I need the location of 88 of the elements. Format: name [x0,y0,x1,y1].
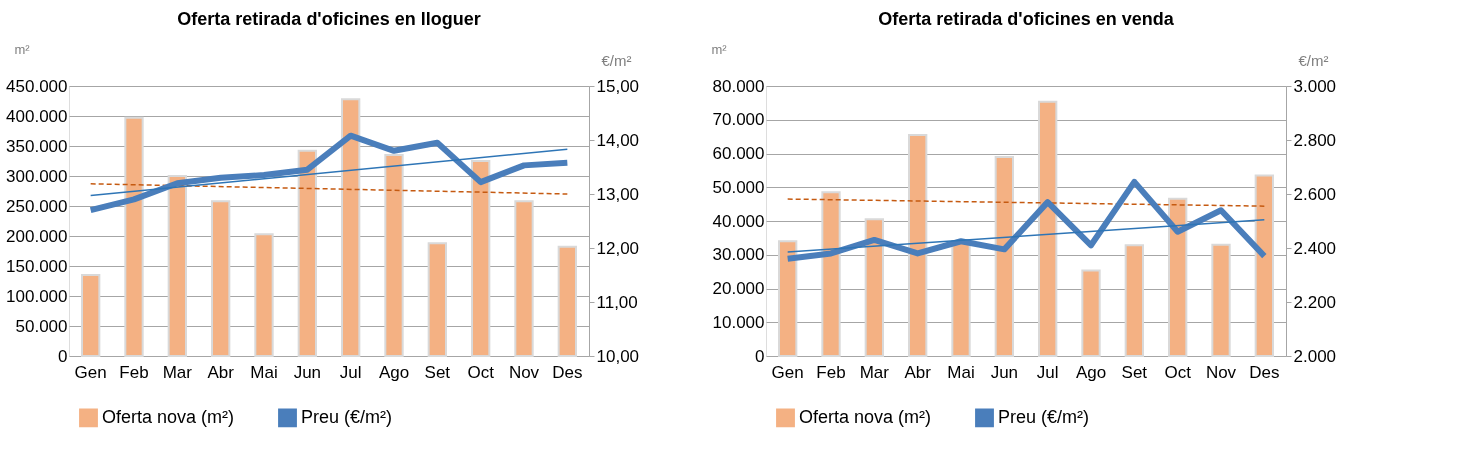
x-tick-label: Gen [771,362,804,382]
y2-tick-label: 2.400 [1293,238,1337,258]
y-tick-label: 100.000 [6,286,68,306]
y-tick-label: 50.000 [712,177,765,197]
bar [297,149,317,357]
chart-title: Oferta retirada d'oficines en venda [878,9,1175,29]
y-tick-label: 150.000 [6,256,68,276]
y-tick-label: 40.000 [712,211,765,231]
x-tick-label: Oct [467,362,495,382]
y2-tick-label: 13,00 [596,184,640,204]
bar [167,175,187,357]
y-axis-title: m² [711,41,728,57]
x-tick-label: Nov [508,362,540,382]
bar [341,98,361,357]
x-tick-label: Jul [339,362,362,382]
y2-tick-label: 14,00 [596,130,640,150]
y2-tick-label: 2.600 [1293,184,1337,204]
y-tick-label: 20.000 [712,279,765,298]
x-tick-label: Feb [816,362,846,382]
bar [81,274,101,357]
chart-title: Oferta retirada d'oficines en lloguer [177,9,481,29]
x-tick-label: Nov [1205,362,1237,382]
x-tick-label: Mai [947,362,975,382]
y2-tick-label: 15,00 [596,76,640,96]
y-tick-label: 30.000 [712,245,765,265]
y-tick-label: 400.000 [6,106,68,126]
bar [908,133,928,357]
x-tick-label: Abr [207,362,235,382]
legend-label: Preu (€/m²) [998,406,1090,427]
y2-tick-label: 2.200 [1293,292,1337,312]
bar [1211,243,1231,357]
x-tick-label: Ago [1075,362,1107,382]
x-tick-label: Des [552,362,583,382]
legend-label: Oferta nova (m²) [799,406,932,427]
y-tick-label: 10.000 [712,312,765,332]
bar [1124,244,1144,357]
bar [864,218,884,357]
x-tick-label: Des [1249,362,1280,382]
bar [427,242,447,357]
y-tick-label: 0 [755,346,765,366]
x-tick-label: Set [424,362,451,382]
y2-tick-label: 12,00 [596,238,640,258]
bar [1254,174,1274,357]
legend-label: Oferta nova (m²) [102,406,235,427]
bar [384,154,404,357]
y2-axis-title: €/m² [1298,51,1329,69]
x-tick-label: Mar [859,362,890,382]
x-tick-label: Jun [293,362,322,382]
bar [211,200,231,357]
y-axis-title: m² [14,41,31,57]
y-tick-label: 50.000 [15,316,68,336]
y2-tick-label: 2.000 [1293,346,1337,366]
x-tick-label: Oct [1164,362,1192,382]
bar [514,200,534,357]
x-tick-label: Gen [74,362,107,382]
x-tick-label: Ago [378,362,410,382]
x-tick-label: Jun [990,362,1019,382]
y-tick-label: 450.000 [6,76,68,96]
x-tick-label: Feb [119,362,149,382]
y-tick-label: 0 [58,346,68,366]
bar [1081,269,1101,357]
x-tick-label: Set [1121,362,1148,382]
y-tick-label: 70.000 [712,110,765,130]
bar [821,191,841,357]
y2-axis-title: €/m² [601,51,632,69]
legend-label: Preu (€/m²) [301,406,393,427]
x-tick-label: Mar [162,362,193,382]
y-tick-label: 80.000 [712,76,765,96]
bar [1038,100,1058,357]
bar [254,233,274,357]
x-tick-label: Mai [250,362,278,382]
bar [994,155,1014,357]
bar [471,160,491,357]
y-tick-label: 350.000 [6,136,68,156]
y-tick-label: 250.000 [6,196,68,216]
bar [124,116,144,357]
y2-tick-label: 10,00 [596,346,640,366]
y-tick-label: 300.000 [6,166,68,186]
y2-tick-label: 3.000 [1293,76,1337,96]
bar [778,240,798,357]
bar [1168,197,1188,357]
y2-tick-label: 11,00 [596,292,638,312]
bar [557,245,577,357]
x-tick-label: Abr [904,362,932,382]
y-tick-label: 200.000 [6,226,68,246]
x-tick-label: Jul [1036,362,1059,382]
y2-tick-label: 2.800 [1293,130,1337,150]
y-tick-label: 60.000 [712,144,765,163]
